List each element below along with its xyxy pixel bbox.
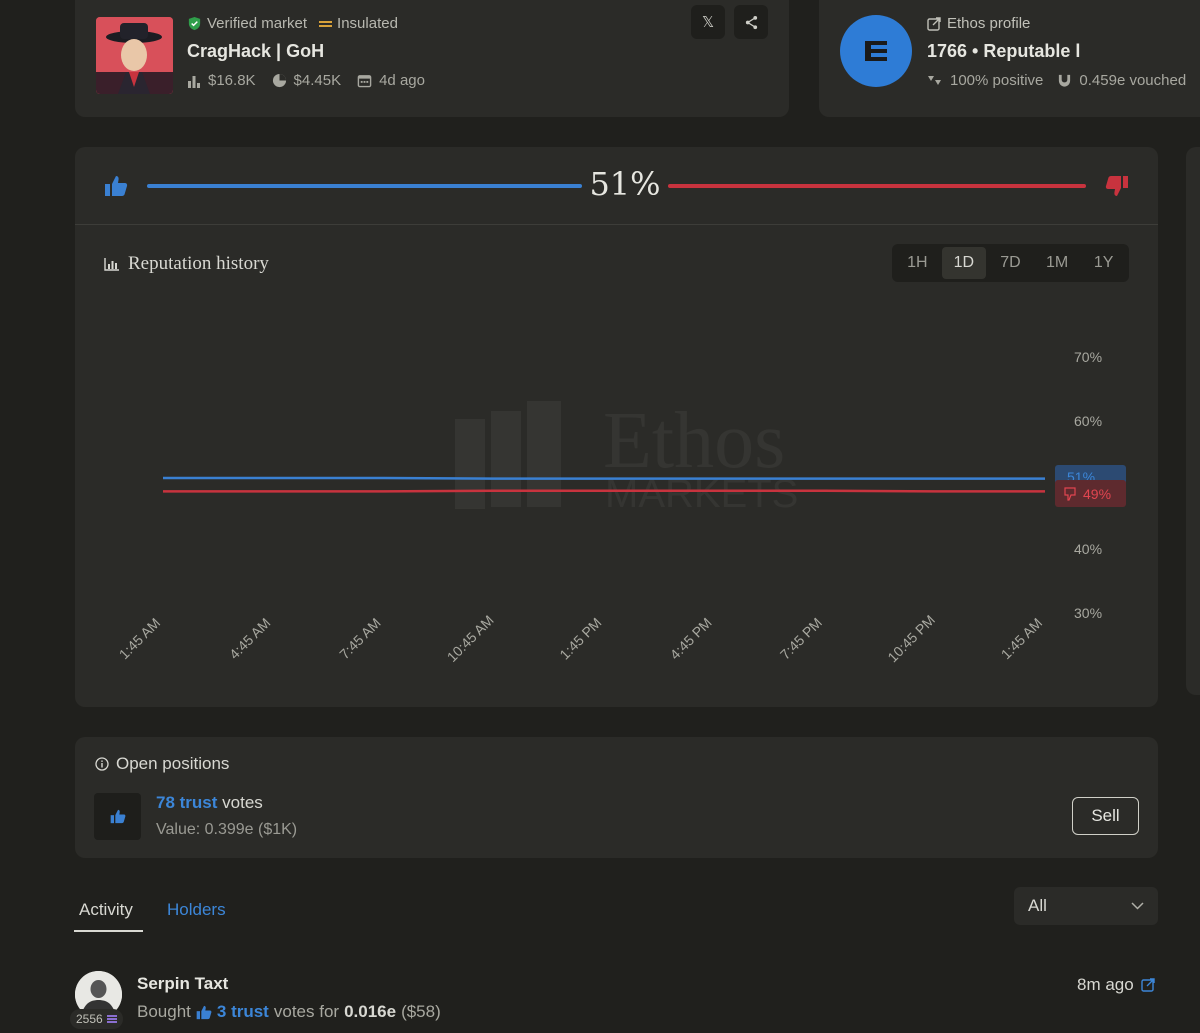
y-axis: 70% 60% 40% 30% [1074,349,1102,621]
x-share-button[interactable]: 𝕏 [691,5,725,39]
sell-button[interactable]: Sell [1072,797,1139,835]
position-votes-count: 78 trust [156,793,218,812]
x-logo-icon: 𝕏 [701,14,715,31]
activity-filter-select[interactable]: All [1014,887,1158,925]
thumbs-up-icon [196,1005,212,1019]
x-tick-label: 4:45 AM [226,615,274,663]
market-avatar [96,17,173,94]
info-icon [95,757,109,771]
trust-position-icon [94,793,141,840]
position-votes: 78 trust votes [156,793,263,813]
range-tab-1h[interactable]: 1H [907,254,928,271]
x-tick-label: 10:45 PM [884,612,938,666]
range-tab-1m[interactable]: 1M [1045,254,1069,271]
side-panel-edge [1186,147,1200,695]
age-stat: 4d ago [357,72,425,89]
equals-icon [319,20,333,27]
reputation-history-title: Reputation history [104,253,269,275]
market-title[interactable]: CragHack | GoH [187,41,325,61]
tab-activity[interactable]: Activity [79,900,133,919]
sentiment-percent: 51% [589,165,661,203]
watermark-word: Ethos [603,397,785,485]
insulated-badge: Insulated [319,15,398,32]
ethos-score: 1766 • Reputable l [927,41,1081,61]
open-positions-card: Open positions 78 trust votes Value: 0.3… [75,737,1158,858]
bar-chart-icon [104,258,119,271]
filter-selected-value: All [1028,896,1047,915]
x-tick-label: 1:45 AM [116,615,164,663]
vouched-stat: 0.459e vouched [1057,72,1186,89]
x-tick-label: 1:45 PM [556,614,604,662]
y-tick-label: 70% [1074,349,1102,365]
activity-user-score: 2556 [70,1009,123,1029]
chart-series [163,476,1045,493]
thumbs-up-icon[interactable] [104,175,128,197]
position-value: Value: 0.399e ($1K) [156,821,298,838]
trust-bar [147,184,582,188]
x-tick-label: 1:45 AM [998,615,1046,663]
verified-badge: Verified market [187,15,307,32]
share-button[interactable] [734,5,768,39]
sentiment-row: 51% [75,147,1158,225]
ethos-profile-card: Ethos profile 1766 • Reputable l 100% po… [819,0,1200,117]
distrust-bar [668,184,1086,188]
x-axis: 1:45 AM 4:45 AM 7:45 AM 10:45 AM 1:45 PM 4:45… [116,612,1046,666]
tab-holders[interactable]: Holders [167,900,226,919]
shield-check-icon [188,16,201,31]
ethos-profile-link[interactable]: Ethos profile [927,15,1030,32]
tab-activity-underline [74,930,143,932]
market-cap-stat: $4.45K [272,72,341,89]
thumbs-up-icon [110,809,125,824]
x-tick-label: 10:45 AM [444,612,497,665]
range-tab-1d[interactable]: 1D [941,247,987,279]
y-tick-label: 60% [1074,413,1102,429]
ethos-logo-icon [840,15,912,87]
x-tick-label: 7:45 PM [777,614,825,662]
ethos-mini-icon [106,1015,117,1023]
activity-user-name[interactable]: Serpin Taxt [137,974,229,993]
open-positions-title: Open positions [95,754,229,774]
market-card: Verified market Insulated CragHack | GoH… [75,0,789,117]
external-link-icon[interactable] [1141,978,1155,992]
time-range-tabs: 1H 1D 7D 1M 1Y [892,244,1129,282]
sentiment-card: 51% Reputation history 1H 1D 7D 1M 1Y Et… [75,147,1158,707]
range-tab-7d[interactable]: 7D [1000,254,1021,271]
distrust-value-tag: 49% [1055,480,1126,507]
positive-stat: 100% positive [927,72,1043,89]
volume-stat: $16.8K [187,72,256,89]
calendar-icon [357,75,372,88]
reputation-chart: Ethos MARKETS 70% 60% 40% 30% 1:45 AM 4:45 A… [116,349,1126,666]
share-icon [745,15,757,29]
activity-description: Bought 3 trust votes for 0.016e ($58) [137,1002,441,1021]
vouch-icon [1059,74,1071,87]
x-tick-label: 7:45 AM [336,615,384,663]
activity-time: 8m ago [1077,975,1155,995]
distrust-series-line [163,489,1045,493]
pie-chart-icon [272,73,286,88]
y-tick-label: 30% [1074,605,1102,621]
bar-chart-icon [188,75,200,88]
trust-series-line [163,476,1045,480]
thumbs-down-small-icon [1064,487,1076,501]
ethos-watermark: Ethos MARKETS [455,397,798,516]
range-tab-1y[interactable]: 1Y [1093,254,1114,271]
chevron-down-icon [1131,902,1144,910]
external-link-icon [927,16,941,31]
review-icon [928,76,941,85]
thumbs-down-icon[interactable] [1105,175,1129,197]
x-tick-label: 4:45 PM [667,614,715,662]
y-tick-label: 40% [1074,541,1102,557]
distrust-value-label: 49% [1083,486,1111,502]
position-votes-suffix: votes [222,793,263,812]
